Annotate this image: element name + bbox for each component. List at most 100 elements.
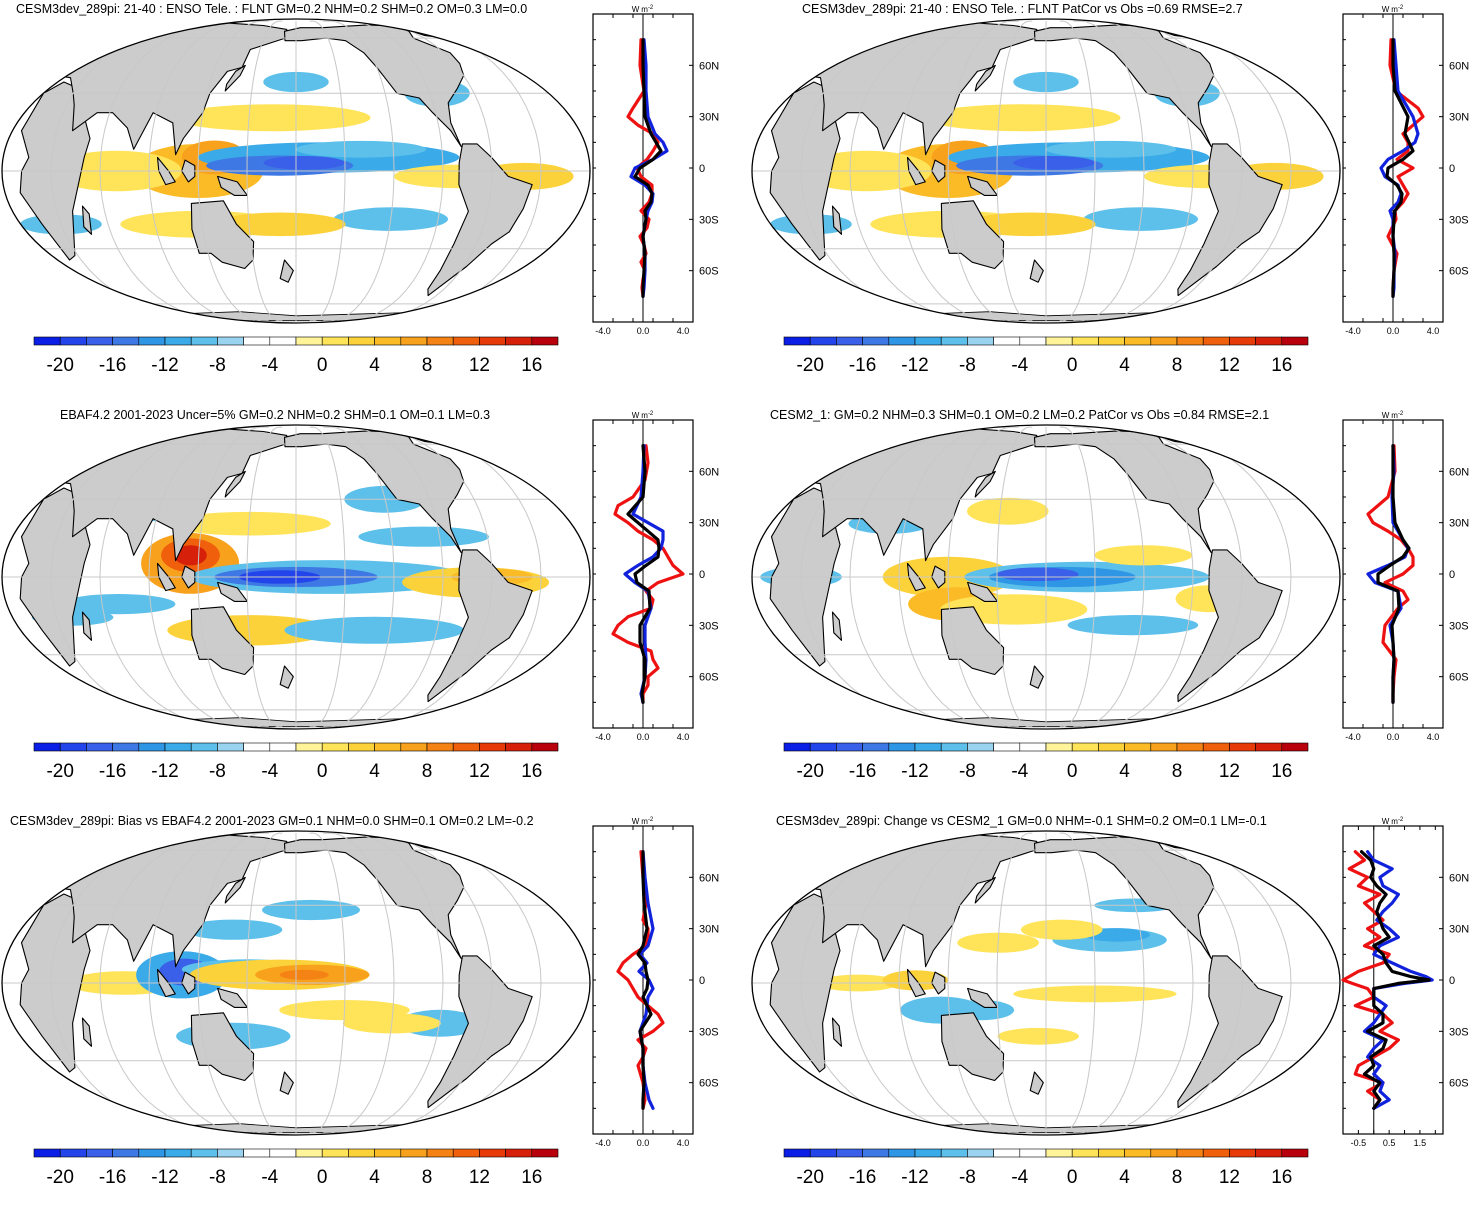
colorbar-label: 12 (469, 761, 490, 782)
land-madagascar (81, 611, 93, 641)
colorbar-swatch (321, 336, 349, 346)
land-samerica (1177, 143, 1283, 297)
colorbar-label: -20 (46, 355, 73, 376)
colorbar-swatch (1019, 336, 1047, 346)
longitude-gridline (323, 832, 395, 1134)
anomaly-region (924, 104, 1121, 132)
profile-xtick-label: 1.5 (1414, 1138, 1427, 1148)
colorbar-swatch (505, 336, 533, 346)
latitude-label: 0 (699, 569, 705, 581)
map (751, 830, 1341, 1136)
longitude-gridline (336, 426, 444, 728)
colorbar-swatch (862, 1148, 890, 1158)
land-australia (940, 1012, 1005, 1082)
land-nz (279, 665, 294, 689)
colorbar-label: 4 (1119, 355, 1130, 376)
colorbar-swatch (967, 742, 994, 752)
map (1, 830, 591, 1136)
colorbar-swatch (914, 742, 942, 752)
colorbar-swatch (940, 1148, 968, 1158)
colorbar-swatch (1124, 336, 1152, 346)
colorbar-swatch (836, 1148, 863, 1158)
colorbar-label: 4 (369, 355, 380, 376)
colorbar-swatch (914, 336, 942, 346)
colorbar-swatch (783, 742, 811, 752)
colorbar-label: 0 (1067, 1167, 1078, 1188)
colorbar-swatch (1019, 742, 1047, 752)
latitude-label: 0 (699, 975, 705, 987)
land-newguinea (967, 175, 998, 196)
colorbar-label: 4 (1119, 761, 1130, 782)
profile-line-black (633, 38, 663, 298)
colorbar-swatch (1229, 742, 1256, 752)
map (751, 424, 1341, 730)
colorbar-swatch (1229, 336, 1256, 346)
colorbar-label: -12 (151, 1167, 178, 1188)
panel-6: CESM3dev_289pi: Change vs CESM2_1 GM=0.0… (750, 812, 1483, 1208)
colorbar-swatch (479, 1148, 506, 1158)
colorbar-swatch (1281, 742, 1309, 752)
latitude-label: 60S (1449, 1078, 1469, 1090)
colorbar-swatch (940, 742, 968, 752)
longitude-gridline (197, 426, 269, 728)
land-nz (1029, 259, 1044, 283)
longitude-gridline (1100, 832, 1243, 1134)
longitude-gridline (1086, 20, 1194, 322)
anomaly-region (1045, 140, 1177, 158)
latitude-label: 60S (699, 672, 719, 684)
map (1, 18, 591, 324)
colorbar-swatch (1176, 1148, 1204, 1158)
colorbar-swatch (1098, 336, 1125, 346)
map-border (751, 18, 1341, 324)
colorbar-swatch (1202, 336, 1230, 346)
colorbar-label: -12 (151, 355, 178, 376)
colorbar-label: -8 (209, 1167, 226, 1188)
anomaly-region (997, 1027, 1079, 1045)
longitude-gridline (1100, 20, 1243, 322)
colorbar-swatch (1071, 336, 1099, 346)
colorbar-label: 12 (1219, 355, 1240, 376)
colorbar-swatch (479, 742, 506, 752)
longitude-gridline (336, 832, 444, 1134)
latitude-label: 30N (699, 924, 719, 936)
latitude-label: 60S (699, 266, 719, 278)
colorbar-label: -16 (849, 1167, 876, 1188)
profile-xtick-label: 0.5 (1383, 1138, 1396, 1148)
longitude-gridline (350, 426, 493, 728)
colorbar-label: 4 (369, 761, 380, 782)
colorbar-swatch (1071, 1148, 1099, 1158)
land-australia (190, 200, 255, 270)
longitude-gridline (246, 426, 283, 728)
longitude-gridline (99, 20, 242, 322)
land-japan (224, 64, 246, 92)
longitude-gridline (99, 832, 242, 1134)
land-nz (1029, 665, 1044, 689)
latitude-label: 60N (1449, 872, 1469, 884)
panel-title: CESM3dev_289pi: Bias vs EBAF4.2 2001-202… (10, 814, 534, 828)
colorbar-swatch (1124, 742, 1152, 752)
colorbar-swatch (783, 336, 811, 346)
longitude-gridline (898, 426, 1006, 728)
colorbar-label: 8 (1172, 1167, 1183, 1188)
map (751, 18, 1341, 324)
colorbar-label: 8 (1172, 761, 1183, 782)
anomaly-region (358, 526, 490, 547)
colorbar-swatch (190, 1148, 218, 1158)
colorbar: -20-16-12-8-4048121620 (783, 742, 1309, 782)
colorbar-swatch (112, 1148, 140, 1158)
longitude-gridline (996, 20, 1033, 322)
land-newguinea (217, 987, 248, 1008)
panel-title: CESM3dev_289pi: 21-40 : ENSO Tele. : FLN… (16, 2, 528, 16)
colorbar-label: -20 (46, 761, 73, 782)
longitude-gridline (849, 426, 992, 728)
land-samerica (427, 143, 533, 297)
anomaly-region (262, 899, 360, 921)
latitude-label: 60S (699, 1078, 719, 1090)
land-nz (279, 1071, 294, 1095)
colorbar-swatch (1045, 336, 1073, 346)
